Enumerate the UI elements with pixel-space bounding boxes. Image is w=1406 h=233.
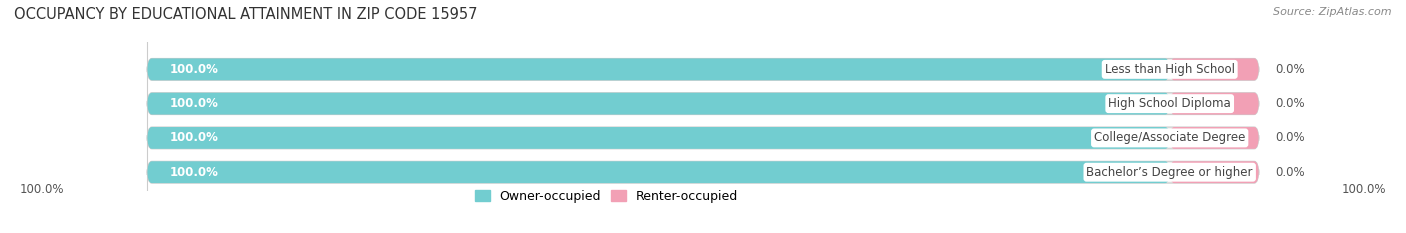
- FancyBboxPatch shape: [148, 127, 1258, 149]
- Text: 100.0%: 100.0%: [170, 63, 218, 76]
- FancyBboxPatch shape: [148, 58, 1258, 80]
- Text: Source: ZipAtlas.com: Source: ZipAtlas.com: [1274, 7, 1392, 17]
- FancyBboxPatch shape: [148, 161, 1170, 183]
- Text: OCCUPANCY BY EDUCATIONAL ATTAINMENT IN ZIP CODE 15957: OCCUPANCY BY EDUCATIONAL ATTAINMENT IN Z…: [14, 7, 478, 22]
- Text: College/Associate Degree: College/Associate Degree: [1094, 131, 1246, 144]
- Text: 0.0%: 0.0%: [1275, 131, 1305, 144]
- Text: Bachelor’s Degree or higher: Bachelor’s Degree or higher: [1087, 166, 1253, 179]
- FancyBboxPatch shape: [1170, 93, 1258, 115]
- FancyBboxPatch shape: [148, 127, 1170, 149]
- Text: 0.0%: 0.0%: [1275, 166, 1305, 179]
- FancyBboxPatch shape: [1170, 127, 1258, 149]
- Text: 100.0%: 100.0%: [1341, 183, 1386, 196]
- Text: 0.0%: 0.0%: [1275, 63, 1305, 76]
- Text: 100.0%: 100.0%: [170, 131, 218, 144]
- Legend: Owner-occupied, Renter-occupied: Owner-occupied, Renter-occupied: [475, 190, 738, 203]
- Text: Less than High School: Less than High School: [1105, 63, 1234, 76]
- FancyBboxPatch shape: [1170, 161, 1258, 183]
- FancyBboxPatch shape: [148, 93, 1170, 115]
- Text: 100.0%: 100.0%: [170, 166, 218, 179]
- FancyBboxPatch shape: [1170, 58, 1258, 80]
- FancyBboxPatch shape: [148, 58, 1170, 80]
- Text: High School Diploma: High School Diploma: [1108, 97, 1232, 110]
- Text: 100.0%: 100.0%: [170, 97, 218, 110]
- FancyBboxPatch shape: [148, 161, 1258, 183]
- Text: 0.0%: 0.0%: [1275, 97, 1305, 110]
- FancyBboxPatch shape: [148, 93, 1258, 115]
- Text: 100.0%: 100.0%: [20, 183, 65, 196]
